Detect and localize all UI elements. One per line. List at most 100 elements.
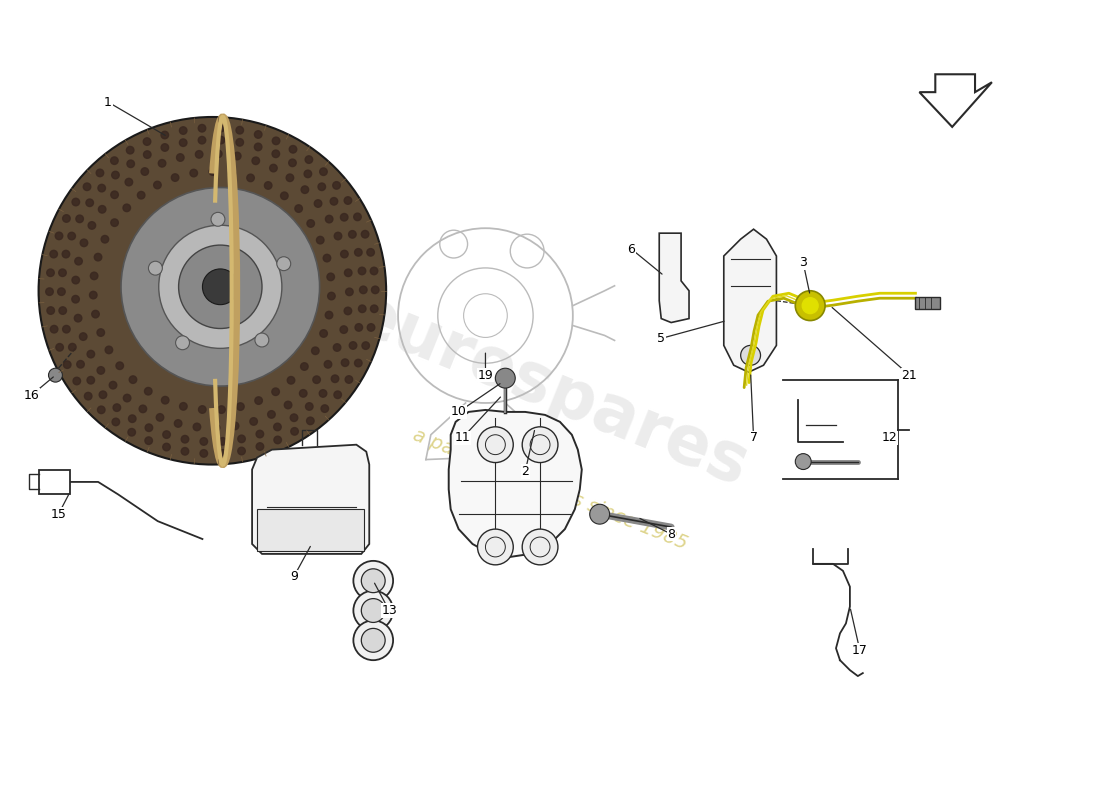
Bar	[915, 297, 940, 309]
Circle shape	[326, 311, 333, 319]
Circle shape	[75, 314, 81, 322]
Circle shape	[256, 442, 264, 450]
Text: 2: 2	[521, 465, 529, 478]
Circle shape	[200, 438, 208, 446]
Circle shape	[361, 629, 385, 652]
Circle shape	[306, 402, 313, 410]
Circle shape	[179, 139, 187, 146]
Circle shape	[286, 174, 294, 182]
Circle shape	[359, 305, 366, 313]
Circle shape	[50, 250, 57, 258]
Circle shape	[95, 254, 102, 261]
Circle shape	[256, 430, 264, 438]
Circle shape	[299, 390, 307, 397]
Circle shape	[89, 291, 97, 299]
Circle shape	[340, 326, 348, 334]
Circle shape	[73, 378, 80, 385]
Circle shape	[196, 150, 202, 158]
Circle shape	[55, 232, 63, 240]
Circle shape	[98, 184, 106, 192]
Circle shape	[190, 170, 198, 177]
Text: 16: 16	[24, 389, 40, 402]
Text: 10: 10	[451, 406, 466, 418]
Circle shape	[317, 236, 324, 244]
Circle shape	[361, 598, 385, 622]
Circle shape	[182, 435, 189, 443]
Circle shape	[590, 504, 609, 524]
Circle shape	[58, 269, 66, 277]
Circle shape	[366, 249, 374, 256]
Circle shape	[144, 387, 152, 395]
Circle shape	[154, 182, 162, 189]
Circle shape	[274, 436, 282, 444]
Circle shape	[305, 156, 312, 163]
Circle shape	[79, 333, 87, 340]
Circle shape	[172, 174, 179, 182]
Text: 19: 19	[477, 369, 493, 382]
Circle shape	[156, 414, 164, 421]
Circle shape	[87, 350, 95, 358]
Circle shape	[80, 239, 88, 246]
Circle shape	[327, 273, 334, 281]
Text: a passion for parts since 1985: a passion for parts since 1985	[410, 426, 690, 554]
Circle shape	[236, 138, 243, 146]
Circle shape	[372, 286, 379, 294]
Circle shape	[129, 376, 136, 383]
Circle shape	[161, 144, 168, 151]
Circle shape	[163, 443, 170, 451]
Circle shape	[233, 152, 241, 160]
Circle shape	[353, 621, 393, 660]
Circle shape	[344, 197, 352, 204]
Circle shape	[289, 146, 297, 153]
Text: 8: 8	[668, 527, 675, 541]
Circle shape	[295, 205, 302, 212]
Circle shape	[353, 561, 393, 601]
Circle shape	[72, 198, 79, 206]
Circle shape	[139, 405, 146, 413]
Circle shape	[214, 150, 222, 158]
Circle shape	[330, 198, 338, 205]
Text: 13: 13	[382, 604, 397, 617]
Circle shape	[238, 435, 245, 442]
Circle shape	[284, 402, 292, 409]
Circle shape	[300, 362, 308, 370]
Text: 5: 5	[657, 332, 665, 345]
Circle shape	[39, 117, 386, 465]
Polygon shape	[724, 229, 777, 372]
Circle shape	[179, 126, 187, 134]
Circle shape	[522, 427, 558, 462]
Circle shape	[219, 450, 227, 457]
Circle shape	[129, 415, 136, 422]
Circle shape	[48, 368, 63, 382]
Circle shape	[125, 178, 133, 186]
Circle shape	[87, 377, 95, 384]
Circle shape	[324, 361, 332, 368]
Circle shape	[109, 382, 117, 389]
Circle shape	[345, 376, 353, 383]
Text: 11: 11	[454, 431, 471, 444]
Circle shape	[76, 215, 84, 222]
Circle shape	[341, 359, 349, 366]
Bar	[39, 470, 70, 494]
Circle shape	[47, 306, 55, 314]
Circle shape	[255, 397, 263, 404]
Circle shape	[161, 131, 168, 138]
Text: eurospares: eurospares	[342, 281, 758, 500]
Circle shape	[321, 405, 329, 412]
Circle shape	[341, 250, 349, 258]
Circle shape	[75, 258, 82, 265]
Circle shape	[96, 169, 103, 177]
Circle shape	[63, 214, 70, 222]
Circle shape	[123, 394, 131, 402]
Circle shape	[326, 215, 333, 223]
Circle shape	[228, 170, 235, 177]
Circle shape	[355, 324, 363, 331]
Circle shape	[141, 168, 149, 175]
Circle shape	[333, 182, 340, 189]
Circle shape	[334, 391, 341, 398]
Circle shape	[315, 200, 322, 207]
Circle shape	[90, 272, 98, 280]
Polygon shape	[659, 233, 689, 322]
Circle shape	[91, 310, 99, 318]
Circle shape	[212, 424, 220, 431]
